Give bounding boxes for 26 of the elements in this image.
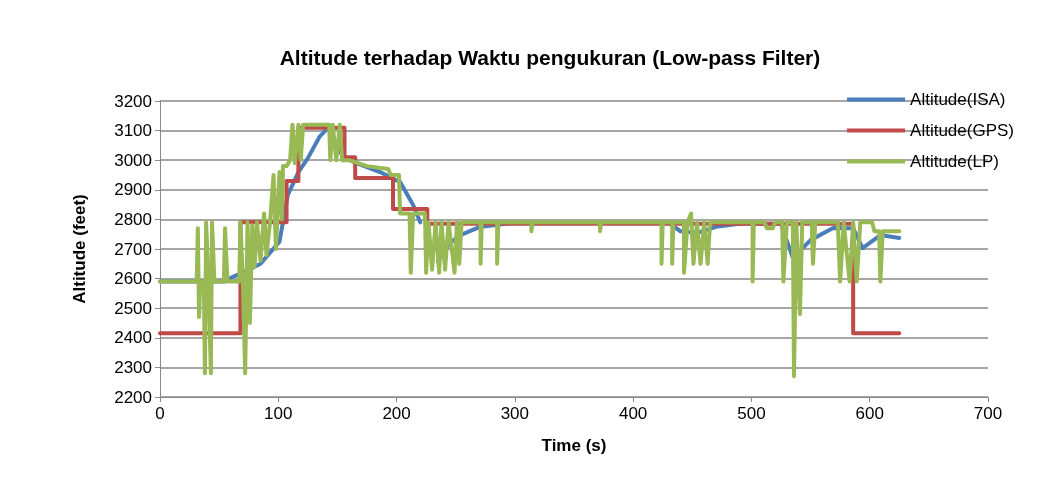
y-tick-label: 2900 [114, 180, 152, 200]
x-tick-label: 100 [264, 404, 293, 423]
x-tick-label: 200 [382, 404, 411, 423]
chart-title: Altitude terhadap Waktu pengukuran (Low-pass Filter) [279, 46, 821, 69]
y-tick-label: 2500 [114, 298, 152, 318]
line-series [158, 122, 902, 379]
y-axis-title: Altitude (feet) [70, 194, 89, 304]
legend-label: Altitude(LP) [910, 152, 999, 171]
y-tick-label: 2700 [114, 239, 152, 259]
y-tick-label: 3100 [114, 121, 152, 141]
y-tick-label: 3000 [114, 150, 152, 170]
x-tick-label: 500 [737, 404, 766, 423]
legend-label: Altitude(ISA) [910, 90, 1006, 109]
x-tick-label: 400 [618, 404, 648, 423]
y-tick-label: 3200 [114, 91, 152, 111]
x-tick-label: 600 [855, 404, 884, 423]
x-tick-label: 700 [973, 404, 1003, 423]
x-tick-label: 0 [155, 404, 165, 423]
y-tick-label: 2400 [114, 328, 152, 348]
y-tick-label: 2800 [114, 209, 152, 229]
x-tick-label: 300 [500, 404, 530, 423]
y-tick-label: 2300 [114, 357, 152, 377]
x-axis-title: Time (s) [541, 436, 607, 455]
legend-label: Altitude(GPS) [910, 121, 1015, 140]
y-tick-label: 2600 [114, 269, 152, 289]
y-tick-label: 2200 [114, 387, 152, 407]
